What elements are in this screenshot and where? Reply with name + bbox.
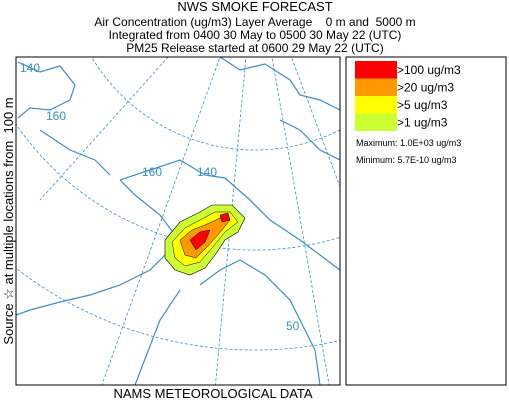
grid-label: 160 bbox=[142, 165, 162, 179]
legend-frame bbox=[345, 56, 507, 386]
legend-swatch bbox=[355, 113, 397, 131]
coastline bbox=[134, 289, 181, 385]
coastline bbox=[16, 179, 176, 316]
grid-label: 50 bbox=[286, 319, 300, 333]
subtitle: PM25 Release started at 0600 29 May 22 (… bbox=[126, 41, 383, 55]
graticule bbox=[16, 123, 340, 251]
legend-minimum: Minimum: 5.7E-10 ug/m3 bbox=[356, 155, 457, 165]
side-label: Source ☆ at multiple locations from 100 … bbox=[1, 97, 16, 344]
legend-maximum: Maximum: 1.0E+03 ug/m3 bbox=[356, 138, 461, 148]
subtitle: Air Concentration (ug/m3) Layer Average … bbox=[94, 15, 415, 29]
map-frame bbox=[15, 56, 341, 386]
grid-label: 160 bbox=[46, 109, 66, 123]
map: 140 160 160 140 50 bbox=[16, 57, 340, 385]
grid-label: 140 bbox=[197, 165, 217, 179]
coastline bbox=[279, 119, 340, 161]
legend-label: >100 ug/m3 bbox=[397, 63, 461, 77]
coastline bbox=[119, 159, 340, 271]
coastline bbox=[219, 57, 340, 111]
legend-swatch bbox=[355, 96, 397, 114]
subtitle: Integrated from 0400 30 May to 0500 30 M… bbox=[109, 28, 402, 42]
graticule bbox=[39, 57, 169, 201]
coastline bbox=[199, 259, 321, 385]
legend-swatch bbox=[355, 61, 397, 79]
coastline bbox=[17, 61, 76, 119]
title: NWS SMOKE FORECAST bbox=[177, 0, 332, 14]
graticule bbox=[16, 267, 340, 351]
grid-label: 140 bbox=[20, 61, 40, 75]
graticule bbox=[215, 57, 247, 385]
footer: NAMS METEOROLOGICAL DATA bbox=[113, 386, 312, 401]
smoke-plume bbox=[164, 204, 246, 276]
graticule bbox=[101, 57, 221, 385]
legend: Maximum: 1.0E+03 ug/m3 Minimum: 5.7E-10 … bbox=[345, 56, 507, 386]
coastline bbox=[39, 129, 111, 176]
legend-label: >1 ug/m3 bbox=[397, 116, 448, 130]
legend-label: >5 ug/m3 bbox=[397, 98, 448, 112]
legend-swatch bbox=[355, 78, 397, 96]
legend-label: >20 ug/m3 bbox=[397, 81, 454, 95]
